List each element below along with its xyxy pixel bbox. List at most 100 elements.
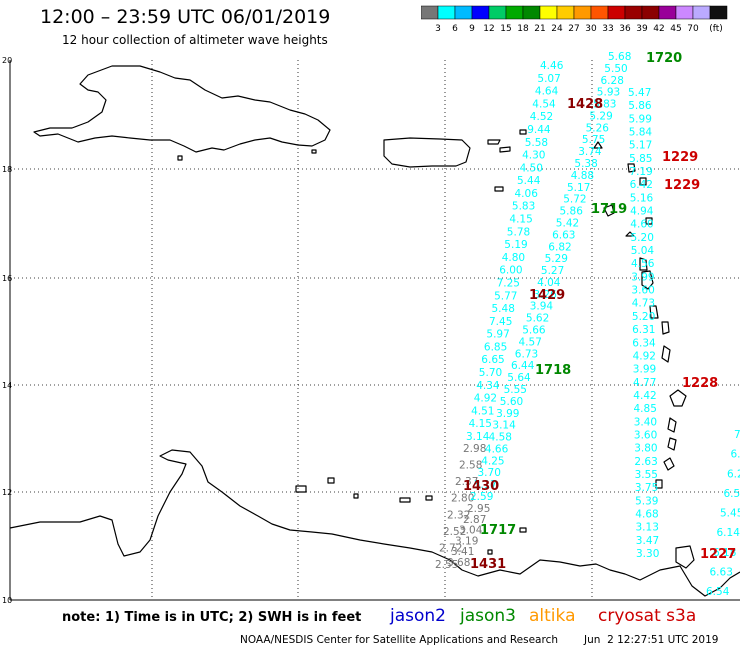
scale-label: 3 bbox=[435, 24, 441, 34]
graticule bbox=[10, 60, 740, 600]
swh-value-track-c: 5.84 bbox=[629, 127, 653, 139]
swh-value-track-d: 6.2 bbox=[727, 468, 740, 480]
swh-value-track-b: 3.17 bbox=[474, 479, 497, 491]
swh-value-track-c: 5.20 bbox=[631, 232, 654, 244]
scale-label: 45 bbox=[670, 24, 681, 34]
scale-label: 18 bbox=[517, 24, 529, 34]
pass-time-label: 1431 bbox=[470, 557, 506, 572]
pass-time-labels: 1720 1428 1229 1229 1719 1429 1718 1228 1430 1717… bbox=[463, 51, 736, 572]
swh-value-track-d: 6.3 bbox=[731, 449, 740, 461]
swh-value-track-c: 4.68 bbox=[635, 509, 658, 521]
swh-value-track-a: 3.14 bbox=[466, 431, 490, 443]
swh-value-track-a: 4.64 bbox=[535, 86, 559, 98]
swh-value-track-b: 3.68 bbox=[447, 557, 470, 569]
lon-label: -72 bbox=[145, 604, 158, 605]
pass-time-label: 1719 bbox=[591, 202, 627, 217]
swh-value-track-a: 4.15 bbox=[469, 418, 492, 430]
swh-value-track-a: 4.51 bbox=[471, 405, 494, 417]
swh-value-track-b: 2.59 bbox=[470, 491, 493, 503]
swh-value-track-b: 6.63 bbox=[552, 229, 575, 241]
satellite-cryosat-s3a: cryosat s3a bbox=[598, 606, 697, 626]
swh-value-track-a: 4.80 bbox=[502, 252, 525, 264]
scale-label: 15 bbox=[500, 24, 511, 34]
swh-value-track-c: 6.31 bbox=[632, 324, 655, 336]
swh-value-track-a: 2.98 bbox=[463, 443, 486, 455]
wave-height-tracks: 4.465.074.644.544.529.445.584.304.505.44… bbox=[435, 51, 740, 598]
pass-time-label: 1428 bbox=[567, 97, 603, 112]
swh-value-track-a: 4.34 bbox=[476, 380, 500, 392]
swh-value-track-b: 5.93 bbox=[597, 87, 620, 99]
scale-label: 42 bbox=[653, 24, 664, 34]
lat-label: 16 bbox=[2, 274, 12, 283]
swh-value-track-b: 5.68 bbox=[608, 51, 631, 63]
swh-value-track-b: 5.50 bbox=[604, 63, 627, 75]
coastline-south-america bbox=[9, 449, 740, 597]
swh-value-track-a: 5.97 bbox=[486, 329, 509, 341]
swh-value-track-c: 5.16 bbox=[630, 192, 654, 204]
swh-value-track-a: 4.15 bbox=[509, 214, 532, 226]
swh-value-track-b: 3.14 bbox=[492, 420, 516, 432]
swh-value-track-a: 4.50 bbox=[520, 162, 543, 174]
swh-value-track-b: 4.66 bbox=[485, 443, 509, 455]
swh-value-track-b: 3.04 bbox=[459, 525, 483, 537]
swh-value-track-a: 4.52 bbox=[530, 111, 553, 123]
scale-label: 27 bbox=[568, 24, 579, 34]
map-title: 12:00 – 23:59 UTC 06/01/2019 bbox=[40, 6, 331, 28]
swh-value-track-b: 5.83 bbox=[593, 99, 616, 111]
swh-value-track-a: 2.80 bbox=[451, 493, 474, 505]
coastline-trinidad bbox=[675, 545, 695, 569]
swh-value-track-c: 5.17 bbox=[629, 140, 652, 152]
swh-value-track-b: 5.75 bbox=[582, 134, 605, 146]
swh-value-track-c: 4.73 bbox=[632, 298, 655, 310]
lat-label: 14 bbox=[2, 381, 12, 390]
scale-label: 30 bbox=[585, 24, 597, 34]
swh-value-track-b: 5.64 bbox=[507, 372, 531, 384]
swh-value-track-a: 6.00 bbox=[499, 265, 522, 277]
swh-value-track-d: 6.54 bbox=[706, 586, 730, 598]
swh-value-track-b: 5.55 bbox=[504, 384, 527, 396]
swh-value-track-a: 2.55 bbox=[435, 559, 458, 571]
lat-label: 12 bbox=[2, 488, 12, 497]
swh-value-track-b: 4.04 bbox=[537, 277, 561, 289]
swh-value-track-a: 2.58 bbox=[459, 460, 482, 472]
swh-value-track-a: 5.83 bbox=[512, 201, 535, 213]
swh-value-track-b: 5.66 bbox=[522, 325, 546, 337]
swh-value-track-a: 7.25 bbox=[497, 278, 520, 290]
swh-value-track-a: 5.70 bbox=[479, 367, 502, 379]
swh-value-track-c: 5.20 bbox=[632, 311, 655, 323]
swh-value-track-b: 5.29 bbox=[545, 253, 568, 265]
swh-value-track-b: 3.41 bbox=[451, 546, 474, 558]
pass-time-label: 1430 bbox=[463, 479, 499, 494]
map-frame bbox=[9, 60, 740, 601]
swh-value-track-c: 3.30 bbox=[636, 548, 659, 560]
swh-value-track-b: 5.42 bbox=[556, 218, 579, 230]
swh-value-track-b: 2.95 bbox=[467, 503, 490, 515]
lon-label: -60 bbox=[725, 604, 738, 605]
swh-value-track-a: 4.92 bbox=[474, 393, 497, 405]
swh-value-track-a: 4.54 bbox=[532, 98, 556, 110]
coastlines bbox=[9, 65, 740, 597]
swh-value-track-b: 3.74 bbox=[578, 146, 602, 158]
swh-value-track-a: 5.44 bbox=[517, 175, 541, 187]
scale-label: 36 bbox=[619, 24, 631, 34]
swh-value-track-b: 3.99 bbox=[496, 408, 519, 420]
footer-credit: NOAA/NESDIS Center for Satellite Applica… bbox=[240, 634, 558, 646]
swh-value-track-a: 5.19 bbox=[504, 239, 527, 251]
pass-time-label: 1229 bbox=[662, 150, 698, 165]
swh-value-track-c: 3.60 bbox=[634, 430, 657, 442]
swh-value-track-c: 4.56 bbox=[631, 258, 655, 270]
swh-value-track-a: 4.30 bbox=[522, 150, 545, 162]
coastline-hispaniola bbox=[33, 65, 331, 153]
scale-label: 21 bbox=[534, 24, 545, 34]
grid-labels: 20 18 16 14 12 10-75 -72 -69 -66 -63 -60 bbox=[2, 56, 738, 605]
pass-time-label: 1720 bbox=[646, 51, 682, 66]
lon-label: -69 bbox=[291, 604, 304, 605]
swh-value-track-b: 5.27 bbox=[541, 265, 564, 277]
swh-value-track-b: 5.62 bbox=[526, 313, 549, 325]
swh-value-track-b: 6.82 bbox=[548, 241, 571, 253]
swh-value-track-d: 6.18 bbox=[713, 547, 736, 559]
swh-value-track-c: 3.47 bbox=[636, 535, 659, 547]
swh-value-track-b: 3.26 bbox=[533, 289, 557, 301]
swh-value-track-b: 5.17 bbox=[567, 182, 590, 194]
